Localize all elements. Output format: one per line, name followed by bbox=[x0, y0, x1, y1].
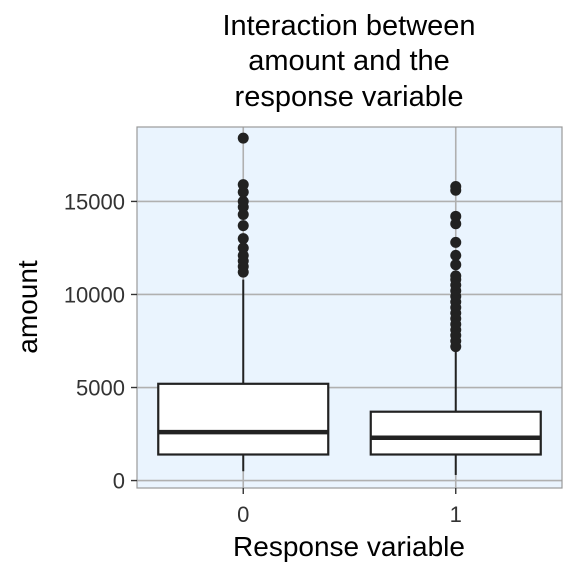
chart-title-line-1: Interaction between bbox=[222, 10, 475, 42]
box-group-1 bbox=[369, 181, 542, 475]
plot-panel-border bbox=[136, 126, 563, 489]
x-tick-label: 1 bbox=[450, 502, 462, 527]
outlier-point bbox=[450, 249, 462, 261]
y-tick-label: 10000 bbox=[64, 282, 125, 307]
x-tick-label: 0 bbox=[237, 502, 249, 527]
outlier-point bbox=[237, 220, 249, 232]
box-iqr bbox=[157, 382, 330, 456]
y-axis-title: amount bbox=[12, 260, 43, 354]
box-layer bbox=[157, 132, 542, 475]
outlier-point bbox=[450, 259, 462, 271]
y-axis-ticks: 0 5000 10000 15000 bbox=[64, 189, 137, 494]
outlier-point bbox=[237, 195, 249, 207]
y-tick-label: 15000 bbox=[64, 189, 125, 214]
x-axis-title: Response variable bbox=[233, 531, 465, 562]
chart-title-line-2: amount and the bbox=[248, 45, 450, 77]
outlier-point bbox=[450, 236, 462, 248]
box-group-0 bbox=[157, 132, 330, 472]
y-tick-label: 5000 bbox=[76, 376, 125, 401]
outlier-point bbox=[237, 132, 249, 144]
y-tick-label: 0 bbox=[113, 469, 125, 494]
outlier-point bbox=[237, 242, 249, 254]
chart-title-line-3: response variable bbox=[235, 81, 464, 113]
outlier-point bbox=[237, 179, 249, 191]
outlier-point bbox=[450, 181, 462, 193]
box-iqr bbox=[369, 410, 542, 456]
outlier-point bbox=[450, 210, 462, 222]
outlier-point bbox=[450, 270, 462, 282]
outlier-point bbox=[237, 233, 249, 245]
